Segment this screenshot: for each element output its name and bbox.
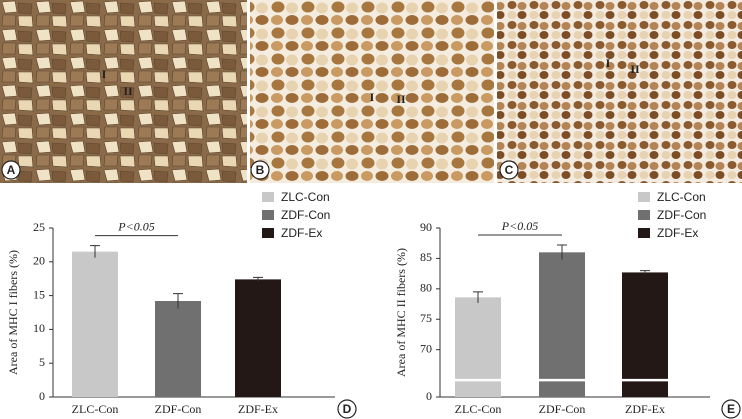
error-bar (253, 276, 263, 282)
y-tick-label: 90 (420, 220, 432, 234)
y-axis-label: Area of MHC I fibers (%) (6, 250, 20, 375)
fiber-type-marker: II (396, 92, 406, 106)
bar (539, 252, 585, 397)
bar (235, 279, 281, 397)
x-tick-label: ZDF-Con (155, 402, 202, 416)
x-tick-label: ZDF-Con (539, 402, 586, 416)
significance-label: P<0.05 (117, 219, 154, 233)
y-tick-label: 70 (420, 341, 432, 355)
y-tick-label: 85 (420, 250, 432, 264)
panel-label-badge (1, 160, 21, 180)
legend-swatch (262, 228, 274, 238)
y-tick-label: 25 (33, 220, 45, 234)
legend-swatch (638, 210, 650, 220)
panel-label-badge (337, 399, 357, 419)
panel-label: B (256, 163, 265, 177)
y-tick-label: 10 (33, 321, 45, 335)
panel-label-badge (721, 399, 741, 419)
x-tick-label: ZLC-Con (72, 402, 119, 416)
y-tick-label: 15 (33, 287, 45, 301)
panel-label: E (727, 402, 735, 416)
legend-swatch (262, 210, 274, 220)
fiber-type-marker: I (606, 56, 611, 70)
legend-swatch (262, 192, 274, 202)
panel-label: C (505, 163, 514, 177)
legend-label: ZLC-Con (281, 190, 330, 204)
panel-label-badge (250, 160, 270, 180)
legend-label: ZLC-Con (657, 190, 706, 204)
legend-label: ZDF-Con (657, 208, 706, 222)
fiber-type-marker: II (123, 84, 133, 98)
micrograph (497, 0, 742, 183)
error-bar (557, 244, 567, 260)
legend-label: ZDF-Ex (281, 226, 322, 240)
bar (155, 301, 201, 397)
x-tick-label: ZLC-Con (455, 402, 502, 416)
error-bar (640, 270, 650, 275)
y-tick-label: 0 (426, 389, 432, 403)
x-tick-label: ZDF-Ex (625, 402, 665, 416)
fiber-type-marker: I (102, 67, 107, 81)
micrograph (0, 0, 247, 183)
x-tick-label: ZDF-Ex (238, 402, 278, 416)
y-tick-label: 20 (33, 254, 45, 268)
y-tick-label: 5 (39, 355, 45, 369)
panel-label-badge (499, 160, 519, 180)
significance-label: P<0.05 (501, 219, 538, 233)
panel-label: A (7, 163, 16, 177)
micrograph (250, 0, 494, 183)
legend-swatch (638, 228, 650, 238)
legend-label: ZDF-Con (281, 208, 330, 222)
fiber-type-marker: I (370, 90, 375, 104)
error-bar (173, 293, 183, 309)
fiber-type-marker: II (630, 62, 640, 76)
bar (72, 251, 118, 397)
error-bar (473, 291, 483, 303)
error-bar (90, 245, 100, 258)
y-tick-label: 75 (420, 311, 432, 325)
legend-swatch (638, 192, 650, 202)
bar (622, 272, 668, 397)
y-tick-label: 80 (420, 281, 432, 295)
y-axis-label: Area of MHC II fibers (%) (394, 248, 408, 377)
y-tick-label: 0 (39, 389, 45, 403)
panel-label: D (343, 402, 352, 416)
bar (455, 297, 501, 397)
legend-label: ZDF-Ex (657, 226, 698, 240)
